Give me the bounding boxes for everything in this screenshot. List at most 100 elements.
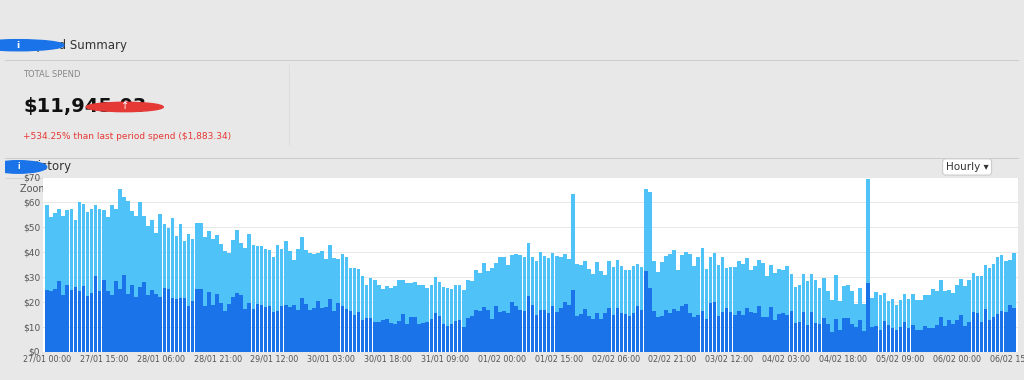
Bar: [696, 315, 700, 352]
Bar: [110, 295, 114, 352]
Bar: [114, 209, 118, 281]
Bar: [333, 258, 336, 311]
Bar: [753, 313, 757, 352]
Bar: [972, 312, 975, 352]
Bar: [271, 312, 275, 352]
Bar: [385, 287, 389, 320]
Bar: [94, 276, 97, 352]
Bar: [450, 324, 454, 352]
Bar: [632, 313, 636, 352]
Bar: [474, 310, 477, 352]
Bar: [248, 234, 251, 303]
Bar: [790, 274, 794, 312]
Bar: [745, 258, 749, 308]
Bar: [721, 257, 724, 312]
Bar: [709, 303, 713, 352]
Bar: [870, 299, 874, 327]
Bar: [595, 262, 599, 313]
Bar: [992, 264, 995, 317]
Bar: [943, 291, 947, 326]
Bar: [369, 318, 373, 352]
Bar: [834, 275, 838, 319]
Bar: [571, 290, 574, 352]
Bar: [980, 322, 983, 352]
Bar: [806, 281, 809, 325]
Bar: [329, 245, 332, 299]
Bar: [66, 210, 69, 285]
Bar: [207, 292, 211, 352]
Bar: [951, 323, 955, 352]
Bar: [182, 298, 186, 352]
Bar: [761, 263, 765, 317]
Bar: [244, 249, 247, 309]
Bar: [959, 315, 963, 352]
Bar: [931, 290, 935, 328]
Bar: [862, 304, 866, 331]
Bar: [995, 314, 999, 352]
Bar: [82, 204, 85, 286]
Bar: [90, 209, 93, 293]
Bar: [964, 286, 967, 326]
Bar: [737, 261, 740, 311]
Bar: [61, 216, 66, 295]
Bar: [215, 294, 219, 352]
Bar: [814, 280, 817, 323]
Bar: [146, 295, 150, 352]
Bar: [684, 304, 688, 352]
Bar: [429, 319, 433, 352]
Bar: [275, 311, 280, 352]
Bar: [82, 286, 85, 352]
Bar: [887, 301, 890, 325]
Bar: [543, 310, 547, 352]
Bar: [959, 279, 963, 315]
Bar: [648, 192, 651, 288]
Bar: [822, 318, 825, 352]
Bar: [288, 307, 292, 352]
Bar: [830, 331, 834, 352]
Bar: [316, 301, 319, 352]
Bar: [976, 313, 979, 352]
Bar: [66, 285, 69, 352]
Bar: [547, 258, 551, 313]
Bar: [506, 313, 510, 352]
Bar: [580, 314, 583, 352]
Bar: [672, 309, 676, 352]
Bar: [887, 325, 890, 352]
Bar: [874, 326, 879, 352]
Bar: [522, 257, 526, 310]
Bar: [773, 320, 777, 352]
Bar: [802, 274, 805, 312]
Bar: [741, 315, 744, 352]
Bar: [607, 308, 611, 352]
Bar: [441, 287, 445, 325]
Bar: [575, 264, 579, 315]
Bar: [260, 246, 263, 306]
Bar: [530, 305, 535, 352]
Bar: [490, 268, 494, 319]
Bar: [656, 272, 659, 317]
Text: Spend Summary: Spend Summary: [30, 39, 127, 52]
Bar: [927, 295, 931, 328]
Bar: [325, 258, 328, 307]
Bar: [567, 259, 570, 305]
Bar: [713, 302, 717, 352]
Bar: [190, 239, 195, 301]
Bar: [947, 290, 951, 320]
Bar: [454, 321, 458, 352]
Bar: [733, 315, 736, 352]
Bar: [163, 224, 166, 288]
Bar: [911, 325, 914, 352]
Bar: [256, 304, 259, 352]
Bar: [705, 319, 709, 352]
Bar: [595, 313, 599, 352]
Bar: [717, 265, 720, 316]
Bar: [155, 294, 158, 352]
Bar: [656, 317, 659, 352]
Bar: [207, 231, 211, 292]
Bar: [337, 303, 340, 352]
Bar: [175, 236, 178, 299]
Bar: [78, 202, 81, 291]
Bar: [325, 307, 328, 352]
Bar: [98, 291, 101, 352]
Circle shape: [0, 40, 63, 51]
